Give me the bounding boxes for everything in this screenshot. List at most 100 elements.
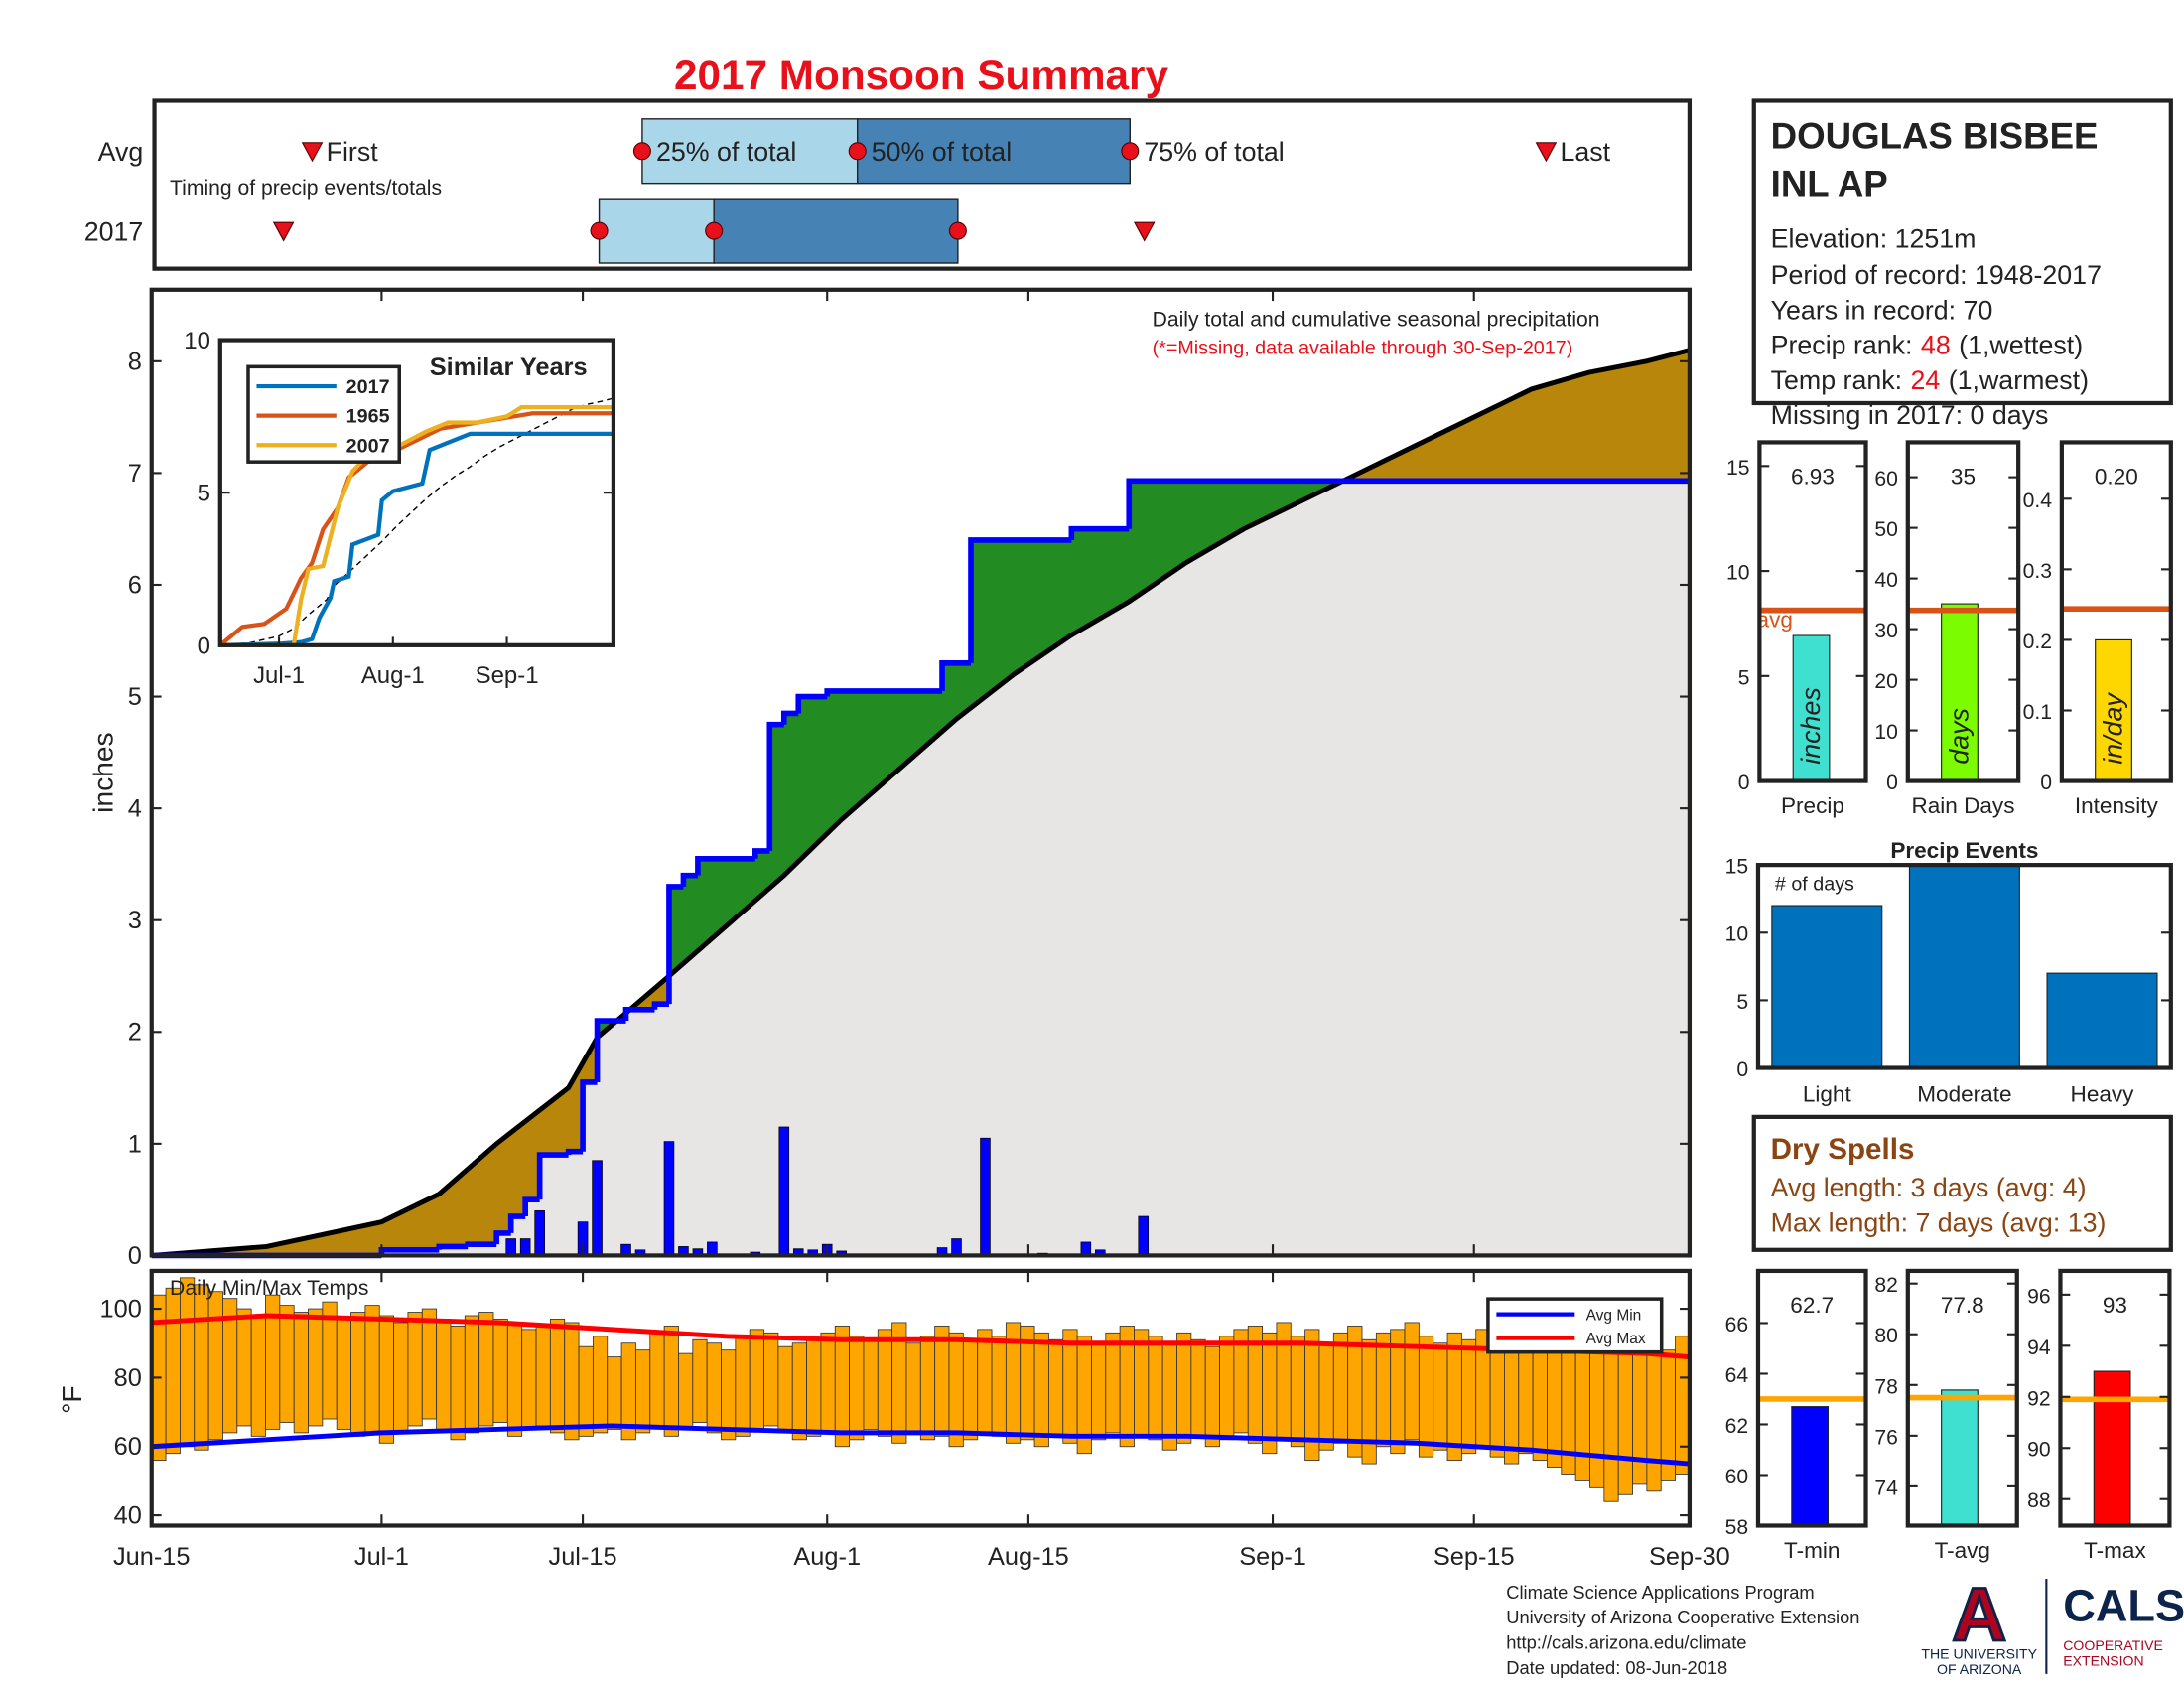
cals-sub: COOPERATIVE [2063, 1637, 2163, 1653]
y-tick-label: 92 [2027, 1387, 2050, 1410]
temp-range-bar [478, 1312, 494, 1427]
station-name: DOUGLAS BISBEE [1771, 115, 2099, 156]
total-marker [948, 221, 967, 240]
y-tick-label: 10 [1874, 721, 1898, 744]
event-label: 75% of total [1144, 137, 1284, 167]
y-tick-label: 15 [1726, 457, 1750, 480]
temp-range-bar [506, 1322, 523, 1437]
x-tick-label: Aug-1 [361, 662, 425, 689]
observed-cumulative-step [766, 721, 784, 851]
observed-cumulative-step [565, 1148, 584, 1156]
observed-cumulative-step [493, 1230, 511, 1245]
y-tick-label: 5 [128, 683, 142, 711]
event-marker [1133, 221, 1156, 242]
temp-range-bar [863, 1338, 879, 1430]
observed-cumulative-step [507, 1213, 526, 1233]
temp-range-bar [919, 1336, 936, 1441]
legend-label: Avg Max [1586, 1331, 1646, 1347]
temp-range-bar [165, 1287, 181, 1455]
y-tick-label: 60 [1725, 1466, 1748, 1488]
temp-range-bar [948, 1332, 964, 1448]
dry-spells-title: Dry Spells [1771, 1133, 1915, 1166]
temp-range-bar [279, 1305, 295, 1423]
legend-label: 2007 [346, 435, 390, 457]
quartile-box [713, 198, 959, 264]
temp-range-bar [607, 1356, 622, 1430]
y-tick-label: 80 [1874, 1325, 1898, 1347]
plot-frame [1905, 440, 2021, 783]
observed-cumulative-step [680, 872, 698, 887]
event-bar [2046, 972, 2158, 1069]
temp-range-bar [763, 1332, 779, 1427]
y-axis-label: inches [86, 732, 118, 812]
event-marker [1535, 142, 1558, 163]
y-tick-label: 82 [1874, 1274, 1898, 1297]
temp-range-bar [364, 1305, 380, 1434]
observed-cumulative-step [752, 848, 770, 859]
temp-range-bar [806, 1338, 822, 1437]
station-elevation: Elevation: 1251m [1771, 224, 1977, 254]
y-tick-label: 0 [198, 633, 210, 659]
observed-cumulative-step [1126, 478, 1690, 529]
ua-name: OF ARIZONA [1937, 1661, 2022, 1677]
chart-title: Precip Events [1890, 838, 2038, 863]
y-tick-label: 8 [128, 348, 142, 375]
temp-range-bar [421, 1308, 438, 1420]
event-label: Last [1560, 137, 1610, 167]
y-tick-label: 3 [128, 907, 142, 934]
y-tick-label: 2 [128, 1019, 142, 1047]
y-tick-label: 88 [2027, 1489, 2050, 1512]
legend-label: 1965 [346, 406, 390, 428]
common-area [151, 481, 1690, 1256]
row-label: Avg [98, 137, 144, 167]
unit-label: inches [1796, 687, 1826, 764]
temp-range-bar [1574, 1342, 1590, 1481]
observed-cumulative-step [795, 693, 828, 714]
daily-precip-bar [980, 1137, 991, 1256]
x-tick-label: Jul-1 [253, 662, 305, 689]
summary-bar [1792, 634, 1831, 782]
plot-frame [149, 1268, 1693, 1528]
y-tick-label: 5 [198, 481, 210, 507]
category-label: Rain Days [1911, 793, 2014, 818]
unit-label: in/day [2098, 692, 2127, 765]
temp-range-bar [1404, 1322, 1420, 1441]
station-period: Period of record: 1948-2017 [1771, 260, 2102, 290]
observed-cumulative-step [968, 537, 1072, 663]
temp-range-bar [934, 1325, 950, 1437]
temp-range-bar [1446, 1332, 1462, 1462]
temp-range-bar [250, 1315, 266, 1437]
y-tick-label: 0 [128, 1242, 142, 1270]
temp-range-bar [378, 1315, 395, 1444]
chart-title: Daily Min/Max Temps [170, 1277, 368, 1300]
x-tick-label: Aug-15 [988, 1543, 1069, 1571]
temp-range-bar [1262, 1332, 1278, 1455]
temp-range-bar [735, 1336, 751, 1437]
temp-range-bar [1033, 1332, 1049, 1448]
category-label: Light [1803, 1081, 1852, 1106]
y-tick-label: 94 [2027, 1336, 2051, 1359]
station-name: INL AP [1771, 163, 1888, 204]
rank-label: Precip rank: [1771, 331, 1913, 360]
temp-range-bar [877, 1329, 893, 1437]
event-marker [272, 221, 295, 242]
legend-box [1486, 1297, 1664, 1354]
cals-logo: CALS [2063, 1580, 2184, 1630]
y-tick-label: 62 [1725, 1415, 1748, 1438]
temp-range-bar [1148, 1336, 1163, 1441]
x-tick-label: Aug-1 [793, 1543, 861, 1571]
chart-annotation: Daily total and cumulative seasonal prec… [1153, 308, 1600, 331]
event-label: 25% of total [656, 137, 796, 167]
temp-range-bar [535, 1325, 551, 1427]
observed-cumulative-step [651, 1001, 669, 1010]
x-tick-label: Sep-30 [1649, 1543, 1730, 1571]
plot-frame [217, 338, 616, 647]
missing-days: Missing in 2017: 0 days [1771, 400, 2049, 430]
y-tick-label: 40 [114, 1502, 142, 1530]
temp-range-bar [834, 1325, 851, 1448]
daily-precip-bar [519, 1238, 531, 1256]
temp-range-bar [1433, 1342, 1448, 1451]
y-tick-label: 40 [1874, 569, 1898, 592]
quartile-box [641, 118, 859, 185]
plot-frame [1755, 863, 2173, 1070]
